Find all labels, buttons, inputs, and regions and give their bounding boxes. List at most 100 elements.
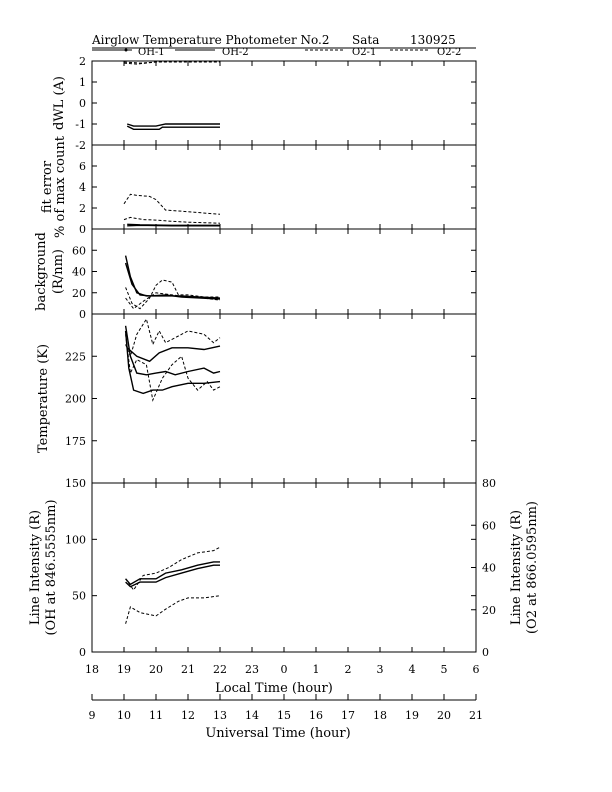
series-line [126, 345, 221, 363]
site-name: Sata [352, 33, 379, 47]
y-tick-label: 0 [79, 97, 86, 110]
y-tick-label: 60 [72, 244, 86, 257]
y-axis-label: background [34, 232, 49, 311]
local-time-tick-label: 22 [213, 663, 227, 676]
universal-time-axis-title: Universal Time (hour) [205, 726, 350, 741]
local-time-tick-label: 0 [281, 663, 288, 676]
y-axis-label: Temperature (K) [36, 344, 51, 453]
series-line [125, 292, 221, 310]
series-line [123, 61, 220, 65]
y-tick-label: 150 [65, 477, 86, 490]
date-label: 130925 [410, 33, 456, 47]
universal-time-tick-label: 14 [245, 709, 259, 722]
panel-temperature: 175 200 225 Temperature (K) [36, 313, 477, 484]
y-tick-label: 225 [65, 350, 86, 363]
series-line [124, 255, 221, 299]
series-line [124, 262, 221, 300]
y-tick-label: 100 [65, 533, 86, 546]
series-line [125, 546, 221, 591]
y2-tick-label: 20 [482, 604, 496, 617]
chart-title: Airglow Temperature Photometer No.2 [91, 33, 330, 47]
y-tick-label: 175 [65, 435, 86, 448]
series-line [124, 325, 221, 376]
y-tick-label: -1 [75, 118, 86, 131]
y2-tick-label: 0 [482, 646, 489, 659]
y-axis-label: fit error [40, 160, 55, 213]
local-time-tick-label: 19 [117, 663, 131, 676]
y-tick-label: 2 [79, 55, 86, 68]
y-axis-label: % of max count [53, 135, 68, 238]
universal-time-tick-label: 19 [405, 709, 419, 722]
legend-label: O2-2 [437, 47, 461, 58]
series-line [126, 123, 220, 127]
local-time-tick-label: 20 [149, 663, 163, 676]
series-line [125, 561, 220, 586]
panel-frame [91, 228, 477, 315]
series-line [123, 193, 221, 215]
universal-time-tick-label: 17 [341, 709, 355, 722]
series-line [127, 223, 220, 226]
y-axis-label: Line Intensity (R) [28, 510, 43, 625]
y-tick-label: -2 [75, 139, 86, 152]
y-axis-label: (OH at 846.5555nm) [44, 499, 59, 635]
universal-time-tick-label: 18 [373, 709, 387, 722]
local-time-tick-label: 6 [473, 663, 480, 676]
local-time-tick-label: 5 [441, 663, 448, 676]
universal-time-tick-label: 16 [309, 709, 323, 722]
universal-time-tick-label: 13 [213, 709, 227, 722]
y-tick-label: 0 [79, 223, 86, 236]
series-line [125, 564, 220, 588]
universal-time-tick-label: 20 [437, 709, 451, 722]
legend: OH-1 OH-2 O2-1 O2-2 [92, 47, 476, 58]
local-time-tick-label: 18 [85, 663, 99, 676]
local-time-axis-title: Local Time (hour) [215, 681, 333, 696]
y-axis-label: dWL (A) [52, 76, 67, 130]
y2-tick-label: 40 [482, 562, 496, 575]
plot-panels: -2 -1 0 1 2 dWL (A) 0 2 4 6 fit error% of max coun… [28, 55, 540, 659]
y2-axis-label: Line Intensity (R) [509, 510, 524, 625]
universal-time-tick-label: 10 [117, 709, 131, 722]
local-time-tick-label: 3 [377, 663, 384, 676]
legend-label: O2-1 [352, 47, 376, 58]
legend-marker [124, 48, 128, 52]
y-tick-label: 2 [79, 202, 86, 215]
y-axis-label: (R/nm) [51, 249, 66, 294]
y-tick-label: 4 [79, 181, 86, 194]
panel-frame [91, 60, 477, 146]
y2-tick-label: 60 [482, 519, 496, 532]
y2-axis-label: (O2 at 866.0595nm) [525, 501, 540, 634]
series-line [125, 317, 221, 358]
series-line [124, 330, 221, 395]
y-tick-label: 200 [65, 393, 86, 406]
panel-dwl: -2 -1 0 1 2 dWL (A) [52, 55, 477, 152]
series-line [126, 125, 220, 130]
universal-time-tick-label: 21 [469, 709, 483, 722]
local-time-tick-label: 1 [313, 663, 320, 676]
y-tick-label: 1 [79, 76, 86, 89]
series-line [125, 595, 221, 624]
series-line [123, 61, 220, 64]
legend-label: OH-1 [138, 47, 165, 58]
series-line [125, 334, 221, 402]
panel-frame [91, 144, 477, 230]
universal-time-tick-label: 11 [149, 709, 163, 722]
local-time-tick-label: 4 [409, 663, 416, 676]
local-time-tick-label: 23 [245, 663, 259, 676]
legend-label: OH-2 [222, 47, 249, 58]
series-line [123, 216, 221, 224]
y-tick-label: 40 [72, 266, 86, 279]
y-tick-label: 0 [79, 646, 86, 659]
panel-frame [91, 482, 477, 653]
local-time-tick-label: 21 [181, 663, 195, 676]
y-tick-label: 6 [79, 160, 86, 173]
series-line [125, 279, 220, 310]
y-tick-label: 50 [72, 590, 86, 603]
y2-tick-label: 80 [482, 477, 496, 490]
y-tick-label: 20 [72, 287, 86, 300]
universal-time-tick-label: 12 [181, 709, 195, 722]
local-time-tick-label: 2 [345, 663, 352, 676]
panel-background: 0 20 40 60 background (R/nm) [34, 228, 477, 321]
